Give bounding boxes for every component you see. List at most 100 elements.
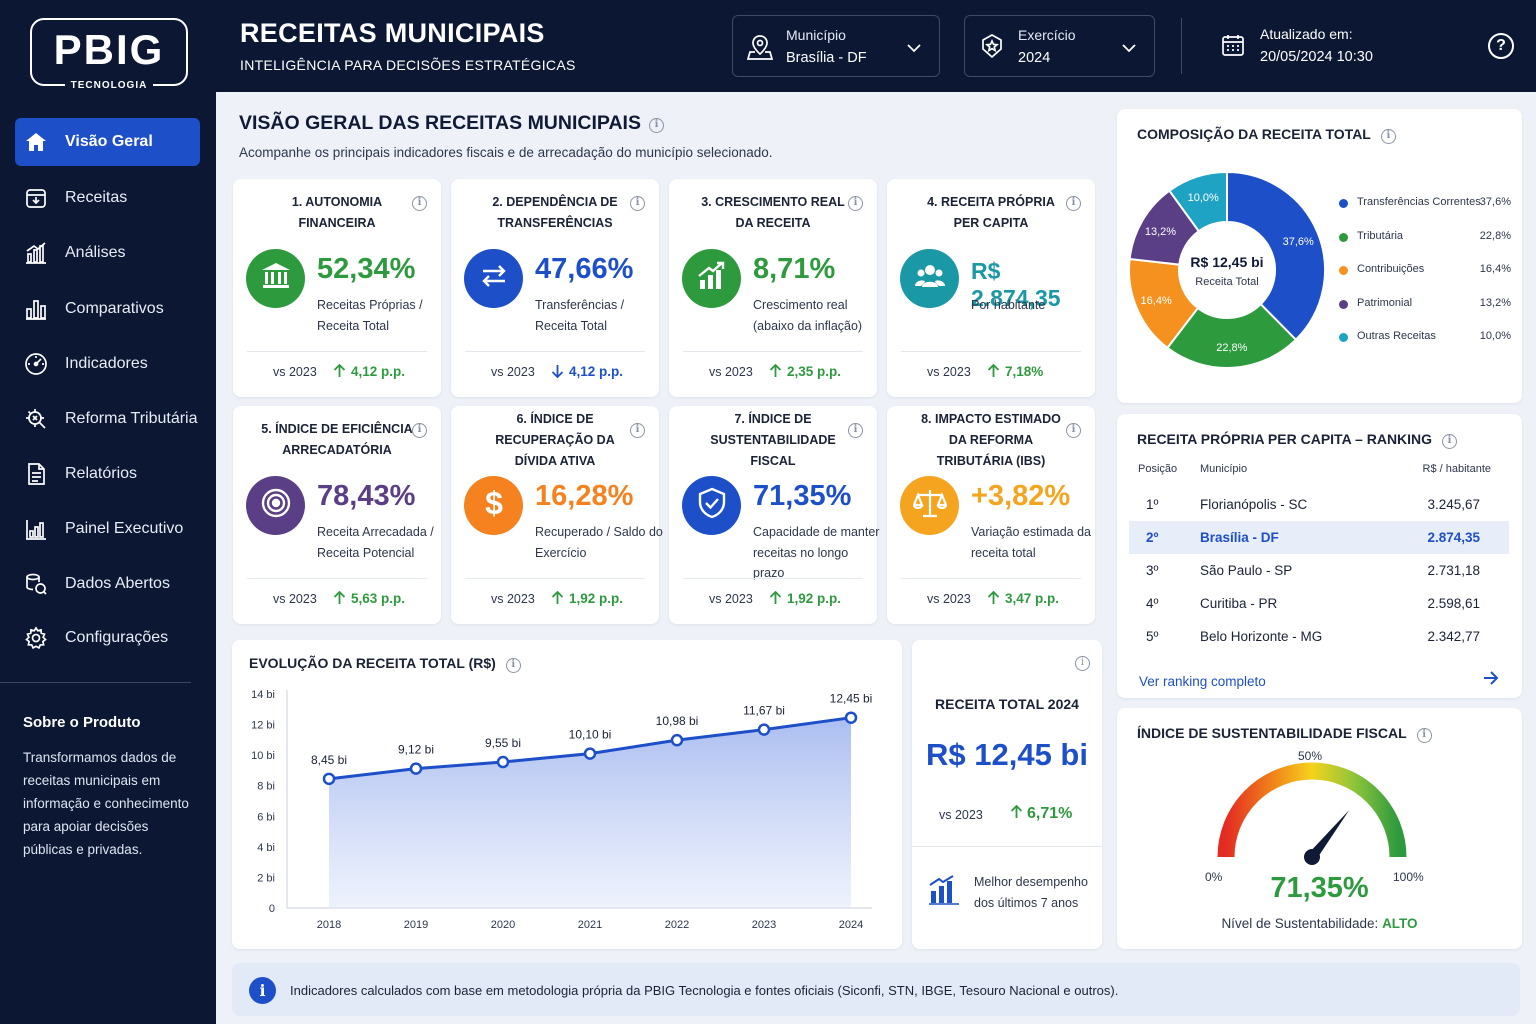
sidebar-item-analises[interactable]: Análises: [15, 229, 200, 277]
kpi-delta: 1,92 p.p.: [551, 590, 623, 606]
area-fill: [329, 717, 851, 908]
help-icon[interactable]: ?: [1488, 33, 1514, 59]
kpi-title: 8. IMPACTO ESTIMADO DA REFORMA TRIBUTÁRI…: [899, 412, 1083, 468]
x-tick-label: 2023: [752, 919, 776, 931]
overview-title: VISÃO GERAL DAS RECEITAS MUNICIPAIS i: [239, 112, 664, 135]
evolution-chart: 0 2 bi 4 bi 6 bi 8 bi 10 bi 12 bi 14 bi 8,45 bi 2…: [251, 689, 872, 931]
kpi-card[interactable]: 7. ÍNDICE DE SUSTENTABILIDADE FISCAL i 71…: [669, 406, 879, 624]
kpi-delta: 4,12 p.p.: [333, 363, 405, 379]
ranking-position: 2º: [1146, 530, 1159, 545]
info-icon[interactable]: i: [630, 196, 645, 211]
exercicio-select[interactable]: Exercício 2024: [964, 15, 1155, 77]
legend-pct: 37,6%: [1479, 196, 1511, 208]
sidebar-item-configuracoes[interactable]: Configurações: [15, 614, 200, 662]
data-point[interactable]: [757, 723, 771, 736]
gauge-mid-label: 50%: [1298, 749, 1323, 763]
kpi-card[interactable]: 6. ÍNDICE DE RECUPERAÇÃO DA DÍVIDA ATIVA…: [451, 406, 663, 624]
kpi-card[interactable]: 3. CRESCIMENTO REAL DA RECEITA i 8,71% Cr…: [669, 179, 877, 397]
kpi-title: 6. ÍNDICE DE RECUPERAÇÃO DA DÍVIDA ATIVA…: [463, 412, 647, 468]
page-title: RECEITAS MUNICIPAIS: [240, 18, 545, 48]
data-point[interactable]: [496, 755, 510, 769]
donut-slice[interactable]: [1168, 170, 1228, 233]
sidebar-item-dados-abertos[interactable]: Dados Abertos: [15, 560, 200, 608]
legend-pct: 22,8%: [1479, 229, 1511, 242]
ranking-row[interactable]: 2º Brasília - DF 2.874,35: [1129, 521, 1509, 554]
kpi-card[interactable]: 5. ÍNDICE DE EFICIÊNCIA ARRECADATÓRIA i 7…: [233, 406, 441, 624]
kpi-card[interactable]: 2. DEPENDÊNCIA DE TRANSFERÊNCIAS i 47,66%…: [451, 179, 659, 397]
dashboard-icon: [23, 516, 49, 542]
kpi-description: Crescimento real (abaixo da inflação): [753, 298, 863, 333]
info-icon[interactable]: i: [1066, 423, 1081, 438]
ranking-full-link[interactable]: Ver ranking completo: [1139, 674, 1266, 689]
y-tick-label: 6 bi: [257, 811, 275, 823]
x-tick-label: 2019: [404, 919, 428, 931]
ranking-position: 3º: [1146, 563, 1159, 578]
sidebar-item-relatorios[interactable]: Relatórios: [15, 450, 200, 498]
calendar-icon: [1221, 33, 1245, 62]
kpi-value: 52,34%: [317, 253, 416, 285]
info-icon[interactable]: i: [412, 423, 427, 438]
data-label: 8,45 bi: [311, 753, 347, 767]
ranking-row[interactable]: 1º Florianópolis - SC 3.245,67: [1129, 488, 1509, 521]
tax-reform-icon: [23, 406, 49, 432]
gauge-max-label: 100%: [1393, 870, 1424, 884]
x-tick-label: 2022: [665, 919, 689, 931]
kpi-description: Recuperado / Saldo do Exercício: [535, 525, 663, 560]
data-point[interactable]: [322, 772, 336, 786]
kpi-value: 8,71%: [753, 253, 836, 285]
kpi-description: Variação estimada da receita total: [971, 525, 1091, 560]
kpi-vs-label: vs 2023: [927, 365, 971, 379]
info-icon[interactable]: i: [648, 118, 664, 133]
sidebar-item-receitas[interactable]: Receitas: [15, 174, 200, 222]
arrow-right-icon[interactable]: [1482, 670, 1500, 691]
sidebar-item-comparativos[interactable]: Comparativos: [15, 285, 200, 333]
sidebar-item-indicadores[interactable]: Indicadores: [15, 340, 200, 388]
ranking-row[interactable]: 5º Belo Horizonte - MG 2.342,77: [1129, 620, 1509, 653]
legend-name: Tributária: [1357, 229, 1404, 242]
ranking-municipio: Belo Horizonte - MG: [1200, 629, 1323, 644]
ranking-row[interactable]: 3º São Paulo - SP 2.731,18: [1129, 554, 1509, 587]
info-icon[interactable]: i: [848, 423, 863, 438]
info-icon[interactable]: i: [412, 196, 427, 211]
sidebar-item-visao-geral[interactable]: Visão Geral: [15, 118, 200, 166]
info-icon[interactable]: i: [1442, 434, 1458, 449]
info-icon[interactable]: i: [1066, 196, 1081, 211]
kpi-card[interactable]: 1. AUTONOMIA FINANCEIRA i 52,34% Receitas…: [233, 179, 441, 397]
growth-chart-icon: [696, 260, 728, 297]
target-icon: [259, 486, 293, 525]
donut-slice[interactable]: [1166, 302, 1298, 369]
legend-pct: 13,2%: [1479, 296, 1511, 309]
kpi-icon-badge: $: [464, 476, 523, 535]
info-icon[interactable]: i: [1380, 129, 1396, 144]
info-icon[interactable]: i: [630, 423, 645, 438]
gauge-icon: [23, 351, 49, 377]
data-point[interactable]: [583, 747, 597, 760]
municipio-select[interactable]: Município Brasília - DF: [732, 15, 940, 77]
info-icon[interactable]: i: [1416, 728, 1432, 743]
kpi-card[interactable]: 4. RECEITA PRÓPRIA PER CAPITA i R$ 2.874,…: [887, 179, 1095, 397]
info-icon[interactable]: i: [848, 196, 863, 211]
info-icon[interactable]: i: [505, 658, 521, 673]
shield-check-icon: [696, 486, 728, 525]
gauge-min-label: 0%: [1205, 870, 1223, 884]
sidebar-item-label: Comparativos: [65, 300, 164, 317]
data-point[interactable]: [844, 711, 858, 724]
kpi-card[interactable]: 8. IMPACTO ESTIMADO DA REFORMA TRIBUTÁRI…: [887, 406, 1095, 624]
sidebar-item-reforma-tributaria[interactable]: Reforma Tributária: [15, 395, 200, 443]
ranking-value: 2.731,18: [1427, 563, 1480, 578]
ranking-row[interactable]: 4º Curitiba - PR 2.598,61: [1129, 587, 1509, 620]
arrow-up-icon: [987, 363, 1000, 377]
data-point[interactable]: [409, 762, 423, 775]
info-icon[interactable]: i: [1075, 656, 1090, 671]
donut-slice[interactable]: [1226, 170, 1326, 342]
data-point[interactable]: [670, 733, 684, 747]
brand-logo[interactable]: PBIG TECNOLOGIA: [30, 18, 188, 91]
sidebar-item-painel-executivo[interactable]: Painel Executivo: [15, 505, 200, 553]
growth-bars-icon: [929, 875, 959, 910]
kpi-icon-badge: [900, 476, 959, 535]
gauge-needle: [1308, 809, 1350, 861]
total-note: Melhor desempenho dos últimos 7 anos: [974, 875, 1088, 910]
kpi-title: 3. CRESCIMENTO REAL DA RECEITA i: [681, 191, 865, 235]
updated-label: Atualizado em:: [1260, 26, 1353, 42]
bar-chart-icon: [23, 240, 49, 266]
